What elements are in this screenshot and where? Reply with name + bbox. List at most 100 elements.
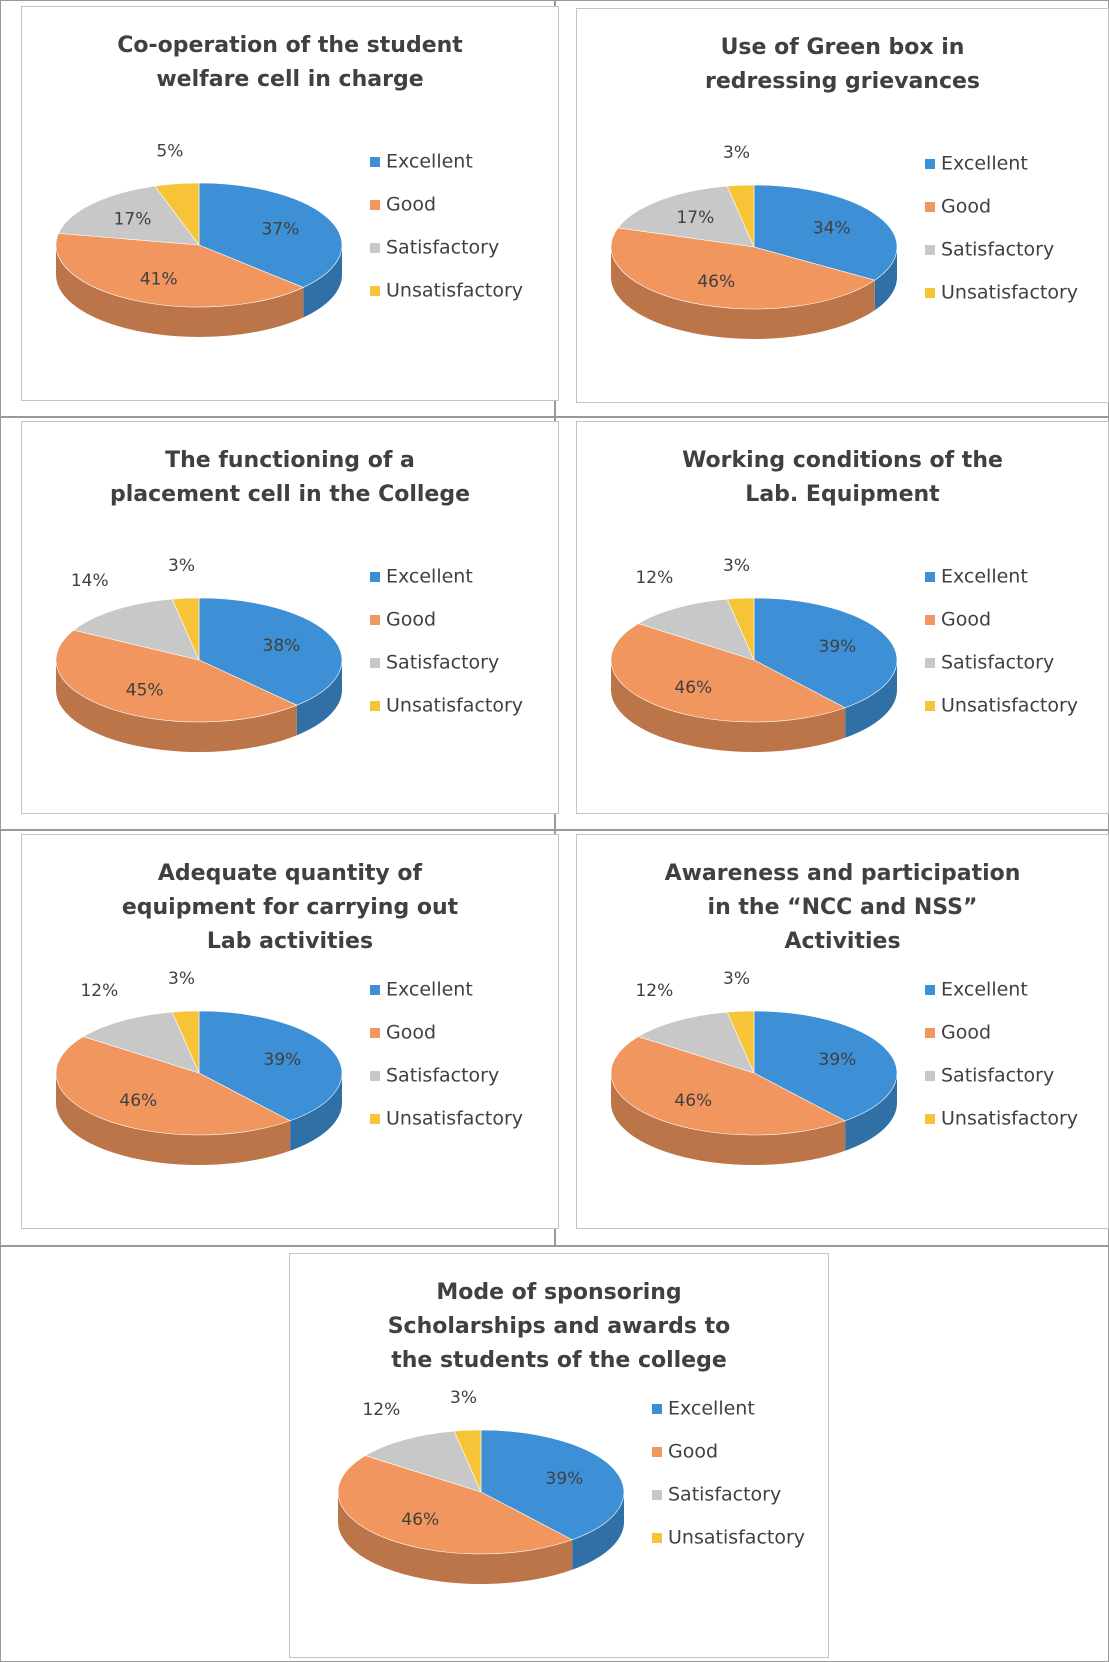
legend-label: Unsatisfactory — [386, 695, 523, 717]
pie-slice — [753, 184, 898, 281]
legend-label: Excellent — [941, 566, 1028, 588]
chart: 39% 46% 12% 3% Excellent Good Satisfactory Unsa… — [55, 969, 523, 1165]
legend-swatch — [925, 985, 935, 995]
legend-swatch — [370, 615, 380, 625]
data-label: 46% — [674, 1091, 712, 1111]
legend-label: Excellent — [386, 151, 473, 173]
pie-slice — [610, 1036, 846, 1136]
legend-swatch — [925, 288, 935, 298]
data-label: 39% — [819, 637, 857, 657]
slice-side — [874, 247, 897, 311]
legend-label: Satisfactory — [941, 239, 1054, 261]
data-label: 46% — [674, 678, 712, 698]
pie-slice — [480, 1429, 625, 1541]
legend-swatch — [370, 1028, 380, 1038]
legend-label: Excellent — [941, 979, 1028, 1001]
legend-label: Unsatisfactory — [941, 282, 1078, 304]
pie-slice — [753, 597, 898, 709]
chart: 38% 45% 14% 3% Excellent Good Satisfactory Unsa… — [55, 556, 523, 752]
legend-swatch — [925, 159, 935, 169]
data-label: 34% — [813, 218, 851, 238]
chart-title: Awareness and participation in the “NCC … — [664, 861, 1021, 954]
data-label: 46% — [401, 1510, 439, 1530]
chart-title: The functioning of a placement cell in t… — [109, 448, 471, 507]
pie-slice — [753, 1010, 898, 1122]
pie-slice — [58, 185, 200, 246]
slice-side — [290, 1073, 342, 1151]
chart-panel: Working conditions of the Lab. Equipment… — [576, 421, 1109, 814]
slice-side — [296, 660, 342, 736]
pie-slice — [637, 598, 755, 661]
chart: 34% 46% 17% 3% Excellent Good Satisfactory Unsa… — [610, 143, 1078, 339]
pie-slice — [337, 1455, 573, 1555]
chart-title: Use of Green box in redressing grievance… — [704, 35, 981, 94]
legend-swatch — [652, 1404, 662, 1414]
data-label: 12% — [635, 981, 673, 1001]
legend-label: Unsatisfactory — [941, 1108, 1078, 1130]
pie-slice — [55, 629, 298, 723]
pie-slice — [726, 597, 755, 661]
chart-title: Working conditions of the Lab. Equipment — [682, 448, 1003, 507]
chart: 39% 46% 12% 3% Excellent Good Satisfactory Unsa… — [610, 556, 1078, 752]
pie-slice — [198, 1010, 343, 1122]
pie-slice — [198, 182, 343, 288]
data-label: 3% — [168, 969, 195, 989]
legend-swatch — [652, 1490, 662, 1500]
legend-swatch — [925, 245, 935, 255]
slice-side — [338, 1492, 573, 1584]
pie-slice — [364, 1430, 482, 1493]
legend-swatch — [925, 202, 935, 212]
data-label: 3% — [168, 556, 195, 576]
legend-swatch — [925, 658, 935, 668]
legend-label: Satisfactory — [941, 652, 1054, 674]
data-label: 3% — [723, 143, 750, 163]
legend-swatch — [925, 615, 935, 625]
legend-swatch — [370, 243, 380, 253]
legend-swatch — [370, 1071, 380, 1081]
legend-swatch — [925, 1114, 935, 1124]
data-label: 45% — [126, 680, 164, 700]
legend-swatch — [925, 1028, 935, 1038]
legend-swatch — [370, 157, 380, 167]
legend-swatch — [370, 985, 380, 995]
data-label: 3% — [723, 969, 750, 989]
slice-side — [55, 660, 297, 752]
pie-slice — [726, 1010, 755, 1074]
pie-slice — [55, 1036, 291, 1136]
data-label: 3% — [723, 556, 750, 576]
pie-slice — [154, 182, 200, 246]
pie-slice — [73, 598, 200, 661]
slice-side — [56, 245, 304, 338]
chart-panel: Use of Green box in redressing grievance… — [576, 8, 1109, 403]
pie-slice — [82, 1011, 200, 1074]
slice-side — [572, 1492, 624, 1570]
legend-label: Satisfactory — [386, 237, 499, 259]
pie-slice — [171, 1010, 200, 1074]
data-label: 39% — [264, 1050, 302, 1070]
pie-slice — [55, 233, 304, 308]
data-label: 12% — [80, 981, 118, 1001]
pie-slice — [610, 227, 876, 310]
legend-label: Good — [941, 196, 991, 218]
legend-swatch — [925, 1071, 935, 1081]
pie-slice — [171, 597, 200, 661]
data-label: 46% — [697, 272, 735, 292]
data-label: 41% — [140, 269, 178, 289]
data-label: 12% — [362, 1400, 400, 1420]
legend-swatch — [652, 1533, 662, 1543]
chart: 39% 46% 12% 3% Excellent Good Satisfactory Unsa… — [337, 1388, 805, 1584]
data-label: 46% — [119, 1091, 157, 1111]
data-label: 39% — [819, 1050, 857, 1070]
legend-label: Excellent — [386, 566, 473, 588]
legend-label: Unsatisfactory — [386, 1108, 523, 1130]
legend-label: Satisfactory — [668, 1484, 781, 1506]
data-label: 39% — [546, 1469, 584, 1489]
legend-swatch — [925, 701, 935, 711]
data-label: 38% — [263, 636, 301, 656]
pie-slice — [610, 623, 846, 723]
legend-label: Good — [386, 194, 436, 216]
chart: 37% 41% 17% 5% Excellent Good Satisfactory Unsa… — [55, 141, 523, 338]
chart-panel: Co-operation of the student welfare cell… — [21, 6, 559, 401]
legend-label: Good — [386, 1022, 436, 1044]
